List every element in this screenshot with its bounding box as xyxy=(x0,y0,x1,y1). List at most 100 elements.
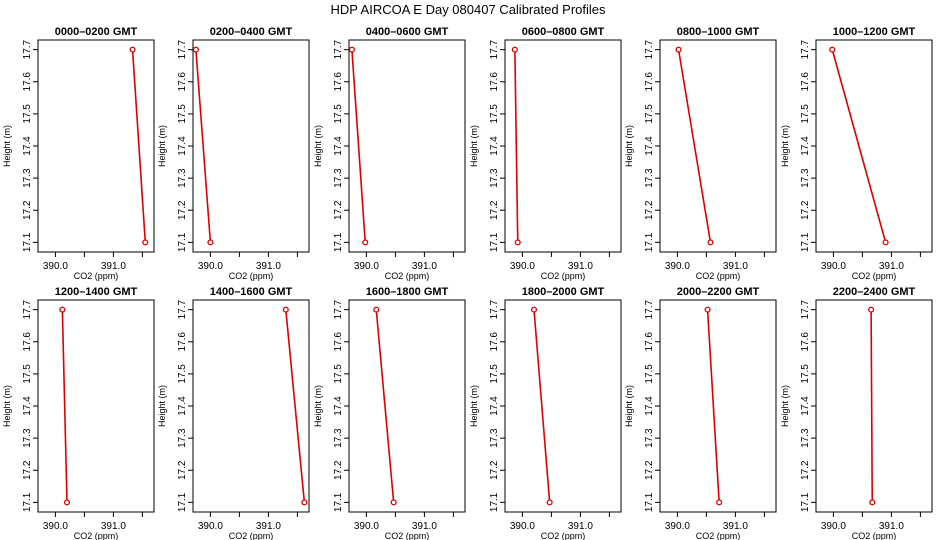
x-axis-label: CO2 (ppm) xyxy=(74,531,119,540)
profile-line xyxy=(195,49,212,243)
panel-title: 2000–2200 GMT xyxy=(677,286,760,298)
y-axis-label: Height (m) xyxy=(469,125,479,167)
y-axis-label: Height (m) xyxy=(780,125,790,167)
y-tick-label: 17.4 xyxy=(644,136,655,156)
y-tick-label: 17.6 xyxy=(333,332,344,352)
x-tick-label: 390.0 xyxy=(665,261,690,272)
panels-grid: 0000–0200 GMT 17.1 17.2 17.3 17.4 17.5 17.6 17.… xyxy=(2,26,933,540)
y-tick-label: 17.4 xyxy=(22,136,33,156)
y-tick-label: 17.5 xyxy=(489,364,500,384)
profile-line xyxy=(351,49,367,243)
x-tick-label: 391.0 xyxy=(412,261,437,272)
x-axis-label: CO2 (ppm) xyxy=(229,271,274,281)
x-tick-label: 391.0 xyxy=(101,521,126,532)
y-tick-label: 17.4 xyxy=(22,396,33,416)
panel-title: 0200–0400 GMT xyxy=(210,26,293,38)
y-tick-label: 17.5 xyxy=(22,104,33,124)
panel-6: 1000–1200 GMT 17.1 17.2 17.3 17.4 17.5 17.6 17.… xyxy=(780,26,933,281)
profile-line xyxy=(514,49,519,243)
x-tick-label: 391.0 xyxy=(568,261,593,272)
y-axis-label: Height (m) xyxy=(2,125,12,167)
x-tick-label: 390.0 xyxy=(354,261,379,272)
plot-frame xyxy=(815,299,933,513)
data-point xyxy=(348,46,355,53)
y-tick-label: 17.4 xyxy=(333,136,344,156)
plot-frame xyxy=(348,39,466,253)
y-tick-label: 17.7 xyxy=(333,299,344,319)
x-tick-label: 391.0 xyxy=(101,261,126,272)
x-tick-label: 390.0 xyxy=(510,261,535,272)
y-tick-label: 17.3 xyxy=(22,168,33,188)
profile-line xyxy=(831,49,887,243)
y-tick-label: 17.7 xyxy=(177,39,188,59)
y-tick-label: 17.6 xyxy=(177,72,188,92)
y-tick-label: 17.2 xyxy=(22,460,33,480)
y-tick-label: 17.3 xyxy=(22,428,33,448)
profile-line xyxy=(706,309,720,503)
data-point xyxy=(142,239,149,246)
y-tick-label: 17.5 xyxy=(333,364,344,384)
x-tick-label: 391.0 xyxy=(256,261,281,272)
x-axis-label: CO2 (ppm) xyxy=(541,531,586,540)
x-axis-label: CO2 (ppm) xyxy=(385,271,430,281)
y-tick-label: 17.6 xyxy=(644,332,655,352)
y-tick-label: 17.5 xyxy=(489,104,500,124)
x-tick-label: 390.0 xyxy=(354,521,379,532)
data-point xyxy=(514,239,521,246)
plot-frame xyxy=(192,299,310,513)
y-tick-label: 17.3 xyxy=(644,428,655,448)
y-axis-label: Height (m) xyxy=(624,385,634,427)
panel-title: 0400–0600 GMT xyxy=(366,26,449,38)
data-point xyxy=(868,306,875,313)
y-tick-label: 17.2 xyxy=(489,200,500,220)
x-axis-label: CO2 (ppm) xyxy=(541,271,586,281)
x-tick-label: 390.0 xyxy=(821,261,846,272)
profile-line xyxy=(375,309,395,503)
panel-3: 0400–0600 GMT 17.1 17.2 17.3 17.4 17.5 17.6 17.… xyxy=(313,26,466,281)
y-tick-label: 17.2 xyxy=(800,200,811,220)
data-point xyxy=(829,46,836,53)
plot-frame xyxy=(659,39,777,253)
data-point xyxy=(390,499,397,506)
y-tick-label: 17.1 xyxy=(644,492,655,512)
data-point xyxy=(882,239,889,246)
plot-frame xyxy=(37,39,155,253)
y-tick-label: 17.1 xyxy=(22,492,33,512)
panel-title: 0000–0200 GMT xyxy=(55,26,138,38)
y-tick-label: 17.6 xyxy=(489,332,500,352)
y-tick-label: 17.7 xyxy=(644,299,655,319)
panel-title: 1600–1800 GMT xyxy=(366,286,449,298)
x-axis-label: CO2 (ppm) xyxy=(852,531,897,540)
y-tick-label: 17.3 xyxy=(333,168,344,188)
y-tick-label: 17.2 xyxy=(489,460,500,480)
data-point xyxy=(530,306,538,313)
x-tick-label: 390.0 xyxy=(198,261,223,272)
y-tick-label: 17.4 xyxy=(800,136,811,156)
x-tick-label: 390.0 xyxy=(43,261,68,272)
y-tick-label: 17.5 xyxy=(644,104,655,124)
panel-5: 0800–1000 GMT 17.1 17.2 17.3 17.4 17.5 17.6 17.… xyxy=(624,26,777,281)
y-axis-label: Height (m) xyxy=(313,125,323,167)
x-tick-label: 390.0 xyxy=(198,521,223,532)
y-tick-label: 17.7 xyxy=(22,299,33,319)
x-axis-label: CO2 (ppm) xyxy=(852,271,897,281)
y-tick-label: 17.3 xyxy=(800,168,811,188)
y-tick-label: 17.3 xyxy=(800,428,811,448)
y-tick-label: 17.1 xyxy=(800,492,811,512)
profile-line xyxy=(870,309,874,503)
data-point xyxy=(129,46,136,53)
y-tick-label: 17.3 xyxy=(489,168,500,188)
x-axis-label: CO2 (ppm) xyxy=(696,271,741,281)
y-tick-label: 17.7 xyxy=(800,39,811,59)
y-tick-label: 17.1 xyxy=(333,232,344,252)
y-axis-label: Height (m) xyxy=(2,385,12,427)
panel-1: 0000–0200 GMT 17.1 17.2 17.3 17.4 17.5 17.6 17.… xyxy=(2,26,155,281)
y-tick-label: 17.2 xyxy=(177,200,188,220)
y-tick-label: 17.1 xyxy=(333,492,344,512)
y-tick-label: 17.5 xyxy=(177,364,188,384)
data-point xyxy=(546,499,553,506)
y-tick-label: 17.2 xyxy=(22,200,33,220)
panel-10: 1800–2000 GMT 17.1 17.2 17.3 17.4 17.5 17.6 17.… xyxy=(469,286,622,540)
data-point xyxy=(704,306,711,313)
y-tick-label: 17.2 xyxy=(800,460,811,480)
